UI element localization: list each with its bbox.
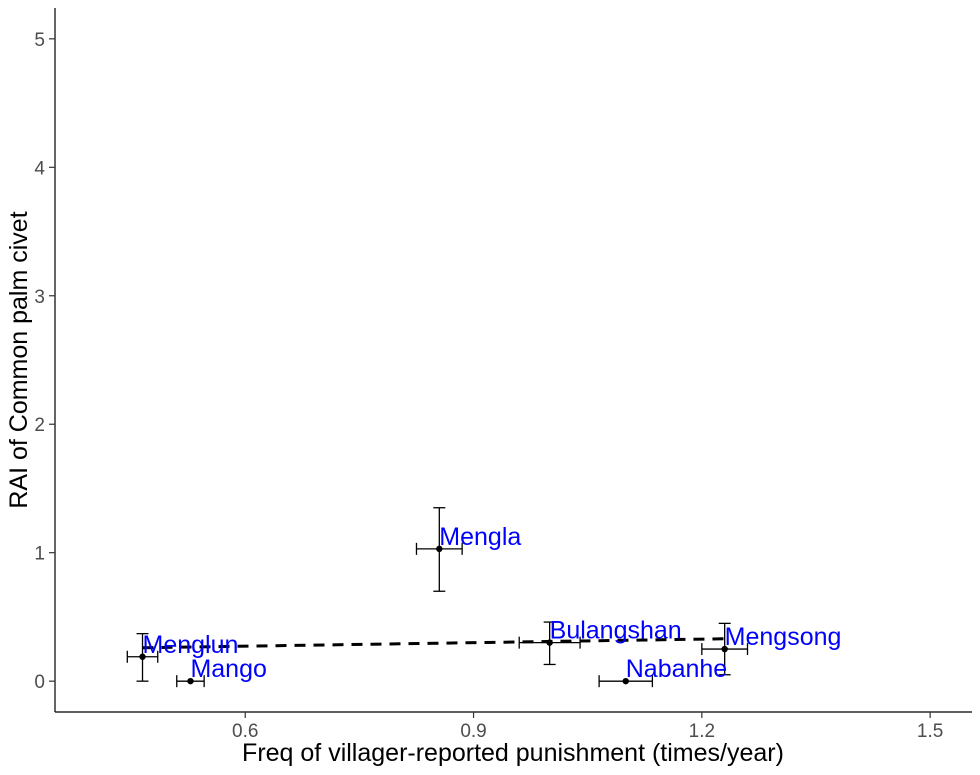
data-point <box>139 653 146 660</box>
x-tick-label: 0.6 <box>232 721 258 742</box>
x-tick-label: 1.2 <box>689 721 715 742</box>
x-tick-label: 1.5 <box>917 721 943 742</box>
y-tick-label: 5 <box>34 30 45 51</box>
axes <box>54 8 972 713</box>
point-label: Mengla <box>439 523 521 551</box>
trend-line-group <box>142 637 725 650</box>
tick-group: 0.6 0.9 1.2 1.5 0 1 2 3 4 5 <box>34 30 943 742</box>
point-label: Mango <box>190 655 266 683</box>
data-point <box>546 639 553 646</box>
y-tick-label: 0 <box>34 672 45 693</box>
data-point <box>622 677 629 685</box>
point-label: Nabanhe <box>626 655 727 683</box>
y-tick-label: 1 <box>34 544 45 565</box>
y-tick-label: 2 <box>34 415 45 436</box>
y-axis-label: RAI of Common palm civet <box>5 211 33 508</box>
y-tick-label: 3 <box>34 287 45 308</box>
error-bar-group <box>126 507 749 688</box>
data-point <box>721 645 728 653</box>
point-label: Mengsong <box>725 623 842 651</box>
data-point <box>187 677 194 685</box>
y-tick-label: 4 <box>34 158 45 179</box>
x-tick-label: 0.9 <box>460 721 486 742</box>
point-label: Menglun <box>143 631 239 659</box>
point-group <box>139 545 728 685</box>
data-point <box>436 545 443 553</box>
point-label: Bulangshan <box>550 617 682 645</box>
x-axis-label: Freq of villager-reported punishment (ti… <box>242 739 784 767</box>
trend-line <box>142 637 725 650</box>
